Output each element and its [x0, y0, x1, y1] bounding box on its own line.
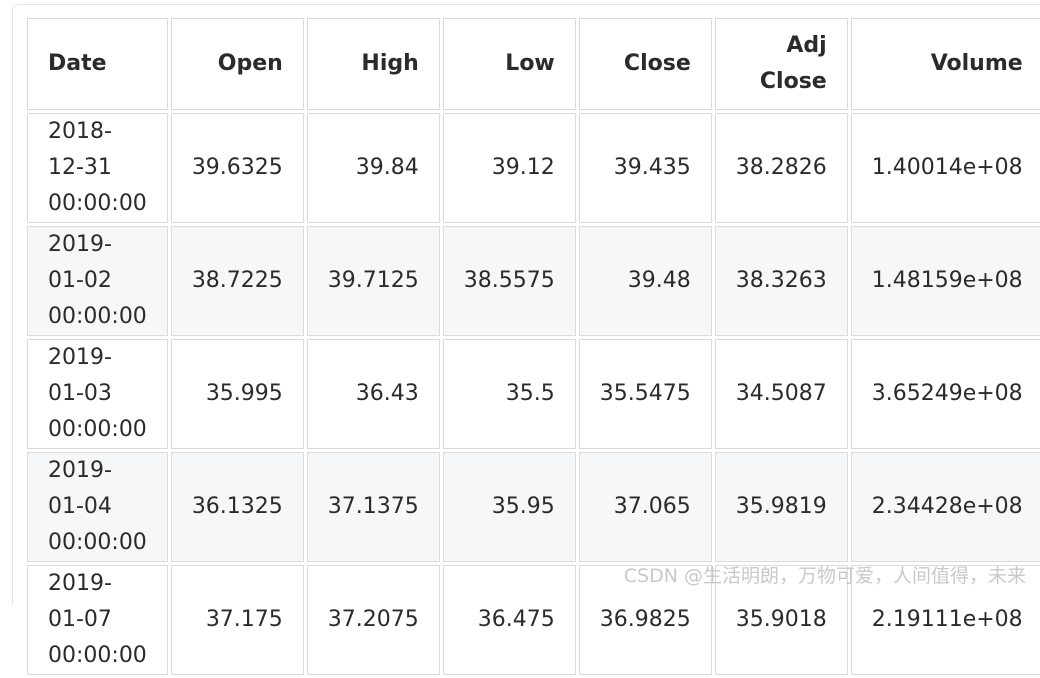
cell-date-time: 00:00:00	[48, 304, 147, 329]
header-date: Date	[27, 18, 168, 110]
header-open: Open	[170, 18, 304, 110]
cell-date-day: 2019-01-02	[48, 232, 112, 293]
cell-adj-close: 35.9819	[714, 452, 848, 562]
cell-date-time: 00:00:00	[48, 643, 147, 668]
cell-adj-close: 38.3263	[714, 226, 848, 336]
header-high: High	[306, 18, 440, 110]
cell-low: 35.5	[442, 339, 576, 449]
header-adj-close-line2: Close	[759, 69, 827, 94]
cell-date-day: 2019-01-07	[48, 571, 112, 632]
cell-high: 39.84	[306, 113, 440, 223]
cell-volume: 3.65249e+08	[850, 339, 1040, 449]
header-adj-close: Adj Close	[714, 18, 848, 110]
cell-open: 39.6325	[170, 113, 304, 223]
cell-adj-close: 34.5087	[714, 339, 848, 449]
header-adj-close-line1: Adj	[786, 33, 827, 58]
table-row: 2018-12-31 00:00:00 39.6325 39.84 39.12 3…	[27, 113, 1040, 223]
cell-volume: 2.34428e+08	[850, 452, 1040, 562]
cell-date-day: 2019-01-03	[48, 345, 112, 406]
table-row: 2019-01-02 00:00:00 38.7225 39.7125 38.55…	[27, 226, 1040, 336]
header-volume: Volume	[850, 18, 1040, 110]
cell-low: 36.475	[442, 565, 576, 675]
cell-close: 37.065	[578, 452, 712, 562]
cell-date-day: 2019-01-04	[48, 458, 112, 519]
cell-date-time: 00:00:00	[48, 417, 147, 442]
cell-low: 38.5575	[442, 226, 576, 336]
cell-date: 2019-01-07 00:00:00	[27, 565, 168, 675]
cell-close: 39.48	[578, 226, 712, 336]
cell-high: 39.7125	[306, 226, 440, 336]
cell-date: 2019-01-04 00:00:00	[27, 452, 168, 562]
cell-open: 36.1325	[170, 452, 304, 562]
table-header: Date Open High Low Close Adj Close Volum…	[27, 18, 1040, 110]
cell-high: 36.43	[306, 339, 440, 449]
cell-high: 37.1375	[306, 452, 440, 562]
table-row: 2019-01-03 00:00:00 35.995 36.43 35.5 35.…	[27, 339, 1040, 449]
cell-open: 35.995	[170, 339, 304, 449]
header-row: Date Open High Low Close Adj Close Volum…	[27, 18, 1040, 110]
cell-low: 39.12	[442, 113, 576, 223]
cell-high: 37.2075	[306, 565, 440, 675]
cell-date: 2019-01-02 00:00:00	[27, 226, 168, 336]
table-body: 2018-12-31 00:00:00 39.6325 39.84 39.12 3…	[27, 113, 1040, 675]
header-close: Close	[578, 18, 712, 110]
cell-date-time: 00:00:00	[48, 530, 147, 555]
cell-volume: 1.48159e+08	[850, 226, 1040, 336]
table-row: 2019-01-04 00:00:00 36.1325 37.1375 35.95…	[27, 452, 1040, 562]
cell-date-day: 2018-12-31	[48, 119, 112, 180]
cell-low: 35.95	[442, 452, 576, 562]
cell-date: 2018-12-31 00:00:00	[27, 113, 168, 223]
content-frame	[12, 4, 1040, 605]
cell-open: 38.7225	[170, 226, 304, 336]
cell-adj-close: 38.2826	[714, 113, 848, 223]
cell-open: 37.175	[170, 565, 304, 675]
cell-date-time: 00:00:00	[48, 191, 147, 216]
cell-close: 39.435	[578, 113, 712, 223]
header-low: Low	[442, 18, 576, 110]
cell-close: 35.5475	[578, 339, 712, 449]
cell-date: 2019-01-03 00:00:00	[27, 339, 168, 449]
csdn-watermark: CSDN @生活明朗，万物可爱，人间值得，未来	[623, 565, 1026, 587]
cell-volume: 1.40014e+08	[850, 113, 1040, 223]
